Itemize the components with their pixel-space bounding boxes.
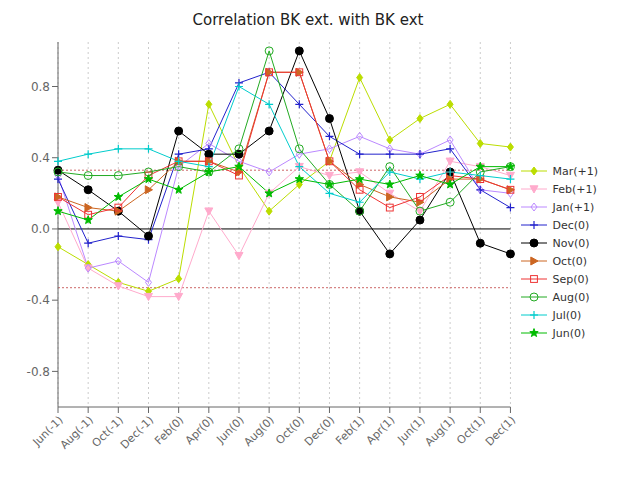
svg-text:Apr(0): Apr(0) xyxy=(183,413,217,447)
html-text:Aug(0): Aug(0) xyxy=(552,290,590,304)
html-text:Jul(0): Jul(0) xyxy=(552,308,582,322)
svg-text:Dec(-1): Dec(-1) xyxy=(118,413,156,451)
html-text:Feb(+1): Feb(+1) xyxy=(552,182,597,196)
html-text:Nov(0): Nov(0) xyxy=(552,236,590,250)
svg-text:0.8: 0.8 xyxy=(31,80,50,94)
svg-text:Dec(0): Dec(0) xyxy=(302,413,337,448)
svg-text:Feb(1): Feb(1) xyxy=(333,413,367,447)
svg-text:Jun(1): Jun(1) xyxy=(395,413,428,446)
html-text:Jan(+1): Jan(+1) xyxy=(552,200,595,214)
svg-text:0.0: 0.0 xyxy=(31,222,50,236)
svg-text:Dec(1): Dec(1) xyxy=(483,413,518,448)
svg-text:Aug(0): Aug(0) xyxy=(241,413,276,448)
svg-text:Oct(-1): Oct(-1) xyxy=(89,413,126,450)
html-text:Dec(0): Dec(0) xyxy=(552,218,590,232)
svg-text:0.4: 0.4 xyxy=(31,151,50,165)
svg-text:Jun(-1): Jun(-1) xyxy=(30,413,66,449)
html-text:Sep(0): Sep(0) xyxy=(552,272,589,286)
svg-text:-0.4: -0.4 xyxy=(27,293,50,307)
svg-text:Jun(0): Jun(0) xyxy=(214,413,247,446)
svg-text:-0.8: -0.8 xyxy=(27,365,50,379)
html-text:Jun(0): Jun(0) xyxy=(552,326,586,340)
svg-text:Oct(1): Oct(1) xyxy=(454,413,488,447)
svg-text:Oct(0): Oct(0) xyxy=(273,413,307,447)
svg-text:Apr(1): Apr(1) xyxy=(364,413,398,447)
svg-text:Aug(1): Aug(1) xyxy=(422,413,457,448)
svg-text:Feb(0): Feb(0) xyxy=(152,413,186,447)
html-text:Oct(0): Oct(0) xyxy=(552,254,587,268)
html-text:Mar(+1): Mar(+1) xyxy=(552,164,598,178)
html-text:Correlation BK ext. with BK ex: Correlation BK ext. with BK ext xyxy=(192,11,424,29)
svg-text:Aug(-1): Aug(-1) xyxy=(58,413,96,451)
